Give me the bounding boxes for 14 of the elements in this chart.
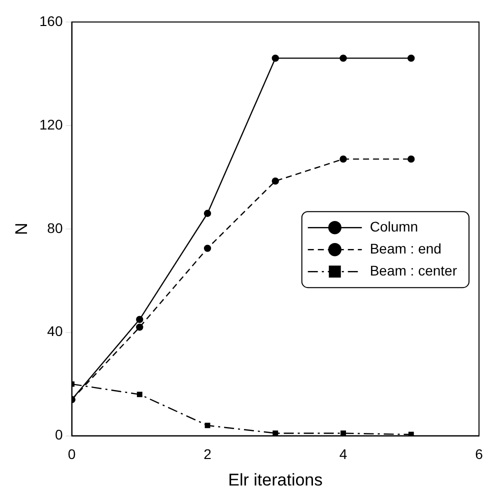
y-tick-label: 40 xyxy=(47,323,63,340)
x-tick-label: 4 xyxy=(339,446,348,462)
x-tick-label: 0 xyxy=(68,446,76,462)
x-axis-title: Elr iterations xyxy=(228,470,323,490)
x-tick-label: 6 xyxy=(475,446,484,462)
y-tick-label: 0 xyxy=(54,426,63,443)
legend-label: Beam : center xyxy=(370,262,458,278)
y-axis-title: N xyxy=(12,222,31,236)
y-tick-label: 160 xyxy=(39,12,63,29)
legend-label: Column xyxy=(370,218,418,234)
x-tick-label: 2 xyxy=(204,446,212,462)
y-tick-label: 80 xyxy=(47,220,63,236)
y-tick-label: 120 xyxy=(39,116,63,132)
legend-label: Beam : end xyxy=(370,240,442,256)
